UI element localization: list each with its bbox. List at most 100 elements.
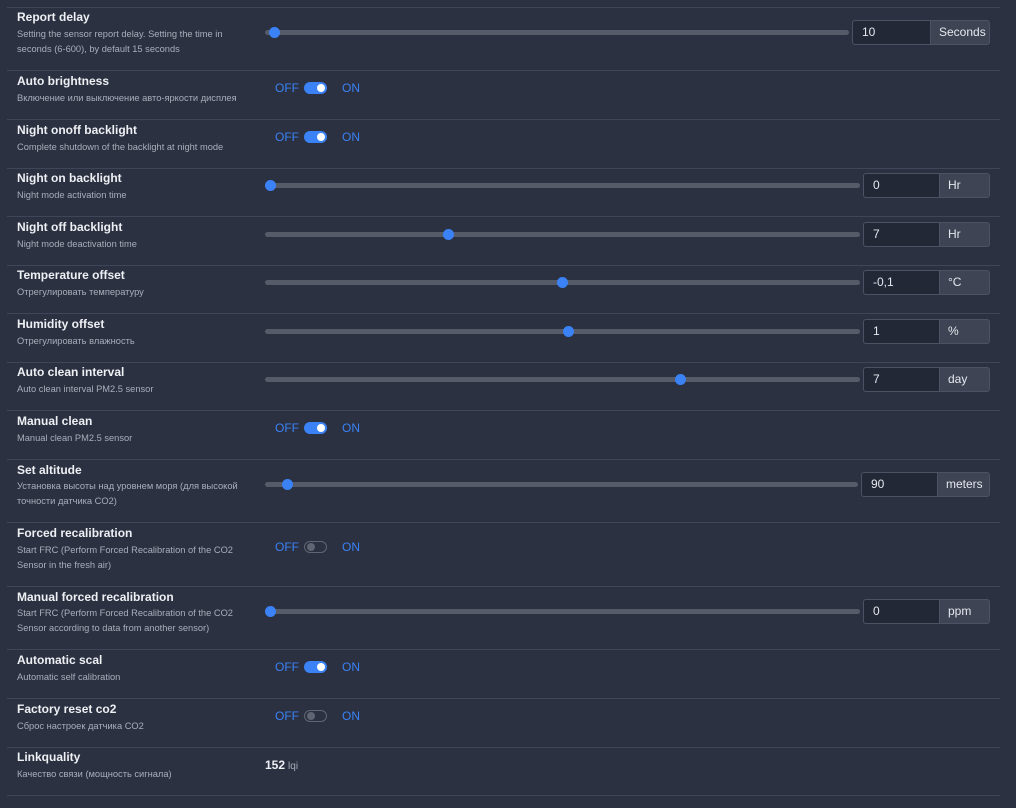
toggle-off-label[interactable]: OFF [275,130,299,144]
slider-thumb[interactable] [674,374,686,385]
setting-row-forced-recalibration: Forced recalibration Start FRC (Perform F… [7,523,1000,587]
setting-description: Automatic self calibration [17,672,121,682]
night-on-backlight-unit-label: Hr [939,173,990,198]
setting-row-manual-forced-recalibration: Manual forced recalibration Start FRC (Pe… [7,587,1000,650]
toggle-switch[interactable] [304,710,327,722]
toggle-off-label[interactable]: OFF [275,660,299,674]
slider-thumb[interactable] [265,606,276,617]
set-altitude-slider[interactable] [265,479,858,490]
setting-row-set-altitude: Set altitude Установка высоты над уровнем… [7,460,1000,523]
toggle-on-label[interactable]: ON [342,81,360,95]
setting-title: Factory reset co2 [17,702,117,716]
setting-row-humidity-offset: Humidity offset Отрегулировать влажность 1… [7,314,1000,363]
linkquality-readout: 152 lqi [265,758,298,772]
toggle-switch[interactable] [304,131,327,143]
setting-description: Сброс настроек датчика CO2 [17,721,144,731]
setting-row-auto-brightness: Auto brightness Включение или выключение … [7,71,1000,120]
setting-title: Auto brightness [17,74,109,88]
temperature-offset-input[interactable]: -0,1 [863,270,939,295]
slider-thumb[interactable] [563,326,575,337]
setting-title: Automatic scal [17,653,103,667]
toggle-on-label[interactable]: ON [342,421,360,435]
toggle-on-label[interactable]: ON [342,130,360,144]
setting-title: Linkquality [17,750,81,764]
setting-title: Set altitude [17,463,82,477]
toggle-on-label[interactable]: ON [342,709,360,723]
setting-description: Включение или выключение авто-яркости ди… [17,93,237,103]
setting-title: Manual clean [17,414,93,428]
toggle-off-label[interactable]: OFF [275,709,299,723]
auto-clean-interval-input[interactable]: 7 [863,367,939,392]
factory-reset-co2-toggle[interactable]: OFF ON [275,709,365,723]
setting-description: Setting the sensor report delay. Setting… [17,29,223,54]
slider-thumb[interactable] [265,180,276,191]
toggle-switch[interactable] [304,541,327,553]
toggle-switch[interactable] [304,661,327,673]
humidity-offset-slider[interactable] [265,326,860,337]
toggle-off-label[interactable]: OFF [275,540,299,554]
setting-row-linkquality: Linkquality Качество связи (мощность сигн… [7,748,1000,796]
night-off-backlight-slider[interactable] [265,229,860,240]
automatic-scal-toggle[interactable]: OFF ON [275,660,365,674]
humidity-offset-input[interactable]: 1 [863,319,939,344]
toggle-on-label[interactable]: ON [342,660,360,674]
setting-title: Manual forced recalibration [17,590,174,604]
setting-description: Отрегулировать температуру [17,287,144,297]
night-on-backlight-input[interactable]: 0 [863,173,939,198]
slider-thumb[interactable] [268,27,280,38]
setting-description: Manual clean PM2.5 sensor [17,433,133,443]
set-altitude-input[interactable]: 90 [861,472,937,497]
setting-row-auto-clean-interval: Auto clean interval Auto clean interval P… [7,363,1000,411]
temperature-offset-slider[interactable] [265,277,860,288]
report-delay-slider[interactable] [265,27,849,38]
report-delay-input[interactable]: 10 [852,20,930,45]
auto-clean-interval-slider[interactable] [265,374,860,385]
setting-title: Night off backlight [17,220,123,234]
toggle-knob [317,663,325,671]
toggle-switch[interactable] [304,82,327,94]
forced-recalibration-toggle[interactable]: OFF ON [275,540,365,554]
report-delay-unit-label: Seconds [930,20,990,45]
toggle-knob [317,424,325,432]
slider-thumb[interactable] [282,479,294,490]
setting-description: Complete shutdown of the backlight at ni… [17,142,224,152]
manual-forced-recalibration-input[interactable]: 0 [863,599,939,624]
slider-thumb[interactable] [443,229,455,240]
setting-title: Night on backlight [17,171,122,185]
manual-forced-recalibration-unit-label: ppm [939,599,990,624]
setting-row-automatic-scal: Automatic scal Automatic self calibration… [7,650,1000,699]
setting-row-night-onoff-backlight: Night onoff backlight Complete shutdown o… [7,120,1000,169]
auto-clean-interval-unit-label: day [939,367,990,392]
manual-clean-toggle[interactable]: OFF ON [275,421,365,435]
readout-value: 152 [265,758,286,772]
setting-row-night-on-backlight: Night on backlight Night mode activation … [7,169,1000,217]
toggle-off-label[interactable]: OFF [275,421,299,435]
toggle-off-label[interactable]: OFF [275,81,299,95]
setting-description: Start FRC (Perform Forced Recalibration … [17,608,233,633]
setting-row-report-delay: Report delay Setting the sensor report de… [7,8,1000,71]
setting-description: Установка высоты над уровнем моря (для в… [17,481,238,506]
night-off-backlight-input[interactable]: 7 [863,222,939,247]
setting-title: Temperature offset [17,268,125,282]
night-off-backlight-unit-label: Hr [939,222,990,247]
setting-description: Качество связи (мощность сигнала) [17,769,172,779]
auto-brightness-toggle[interactable]: OFF ON [275,81,365,95]
manual-forced-recalibration-slider[interactable] [265,606,860,617]
toggle-knob [317,84,325,92]
setting-title: Humidity offset [17,317,105,331]
night-onoff-backlight-toggle[interactable]: OFF ON [275,130,365,144]
toggle-knob [307,712,315,720]
slider-thumb[interactable] [556,277,568,288]
toggle-on-label[interactable]: ON [342,540,360,554]
temperature-offset-unit-label: °C [939,270,990,295]
setting-description: Start FRC (Perform Forced Recalibration … [17,545,233,570]
setting-title: Report delay [17,10,90,24]
toggle-knob [307,543,315,551]
setting-description: Night mode deactivation time [17,239,137,249]
toggle-switch[interactable] [304,422,327,434]
setting-description: Night mode activation time [17,190,127,200]
toggle-knob [317,133,325,141]
setting-description: Auto clean interval PM2.5 sensor [17,384,154,394]
night-on-backlight-slider[interactable] [265,180,860,191]
humidity-offset-unit-label: % [939,319,990,344]
